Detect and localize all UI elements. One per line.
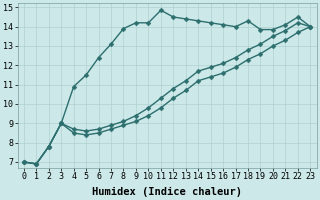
- X-axis label: Humidex (Indice chaleur): Humidex (Indice chaleur): [92, 186, 242, 197]
